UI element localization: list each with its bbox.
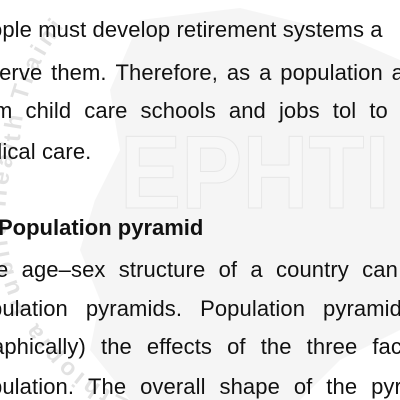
word: schools — [140, 98, 216, 123]
word: overall — [140, 374, 206, 399]
word: The — [87, 374, 127, 399]
word: a — [259, 60, 272, 85]
word: the — [100, 334, 132, 359]
word: structure — [118, 257, 206, 282]
word: fac — [372, 334, 400, 359]
word: a — [391, 60, 400, 85]
word: Population — [200, 296, 306, 321]
word: jobs — [278, 98, 320, 123]
word: to — [369, 98, 388, 123]
paragraph-2-line-2: pulation pyramids. Population pyramid — [0, 295, 400, 323]
paragraph-1-line-2: serve them. Therefore, as a population a — [0, 59, 400, 87]
word: of — [293, 374, 313, 399]
paragraph-1-line-1: ople must develop retirement systems a — [0, 17, 383, 42]
word: serve — [0, 60, 43, 85]
word: them. — [51, 60, 107, 85]
paragraph-2-line-1: e age–sex structure of a country can — [0, 256, 398, 284]
word: child — [25, 98, 72, 123]
word: the — [260, 334, 292, 359]
word: tol — [332, 98, 357, 123]
paragraph-2-line-4: pulation. The overall shape of the pyr — [0, 373, 400, 400]
word: pulation. — [0, 374, 75, 399]
section-heading: Population pyramid — [0, 215, 204, 240]
word: of — [227, 334, 246, 359]
word: pyr — [371, 374, 400, 399]
paragraph-1-line-3: m child care schools and jobs tol to — [0, 97, 388, 125]
word: care — [84, 98, 128, 123]
paragraph-1-line-4: dical care. — [0, 139, 92, 164]
word: three — [306, 334, 358, 359]
word: Therefore, — [115, 60, 218, 85]
word: country — [276, 257, 349, 282]
word: age–sex — [21, 257, 106, 282]
word: effects — [146, 334, 213, 359]
word: pyramid — [323, 296, 400, 321]
word: as — [226, 60, 251, 85]
paragraph-2-line-3: aphically) the effects of the three fac — [0, 333, 400, 361]
word: a — [250, 257, 263, 282]
word: shape — [219, 374, 280, 399]
word: pulation — [0, 296, 68, 321]
word: and — [228, 98, 266, 123]
word: can — [362, 257, 398, 282]
word: the — [326, 374, 358, 399]
word: population — [280, 60, 383, 85]
word: of — [218, 257, 238, 282]
word: aphically) — [0, 334, 86, 359]
word: e — [0, 257, 9, 282]
word: m — [0, 98, 13, 123]
word: pyramids. — [85, 296, 183, 321]
